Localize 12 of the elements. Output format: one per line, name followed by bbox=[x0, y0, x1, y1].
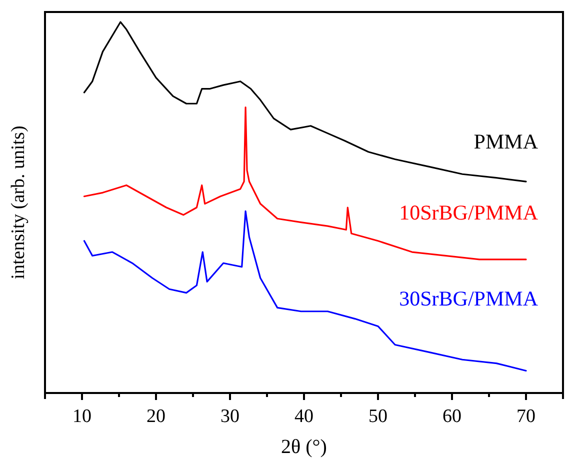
series-label: 30SrBG/PMMA bbox=[399, 286, 539, 311]
x-tick-label: 20 bbox=[146, 406, 166, 427]
x-tick-label: 30 bbox=[220, 406, 240, 427]
x-tick-label: 70 bbox=[516, 406, 536, 427]
y-axis-title: intensity (arb. units) bbox=[8, 126, 29, 280]
series-label: PMMA bbox=[474, 130, 539, 154]
x-tick-label: 40 bbox=[294, 406, 314, 427]
x-axis-title: 2θ (°) bbox=[281, 436, 327, 458]
x-tick-label: 50 bbox=[368, 406, 388, 427]
x-tick-label: 10 bbox=[72, 406, 92, 427]
series-label: 10SrBG/PMMA bbox=[399, 200, 539, 224]
x-tick-label: 60 bbox=[442, 406, 462, 427]
